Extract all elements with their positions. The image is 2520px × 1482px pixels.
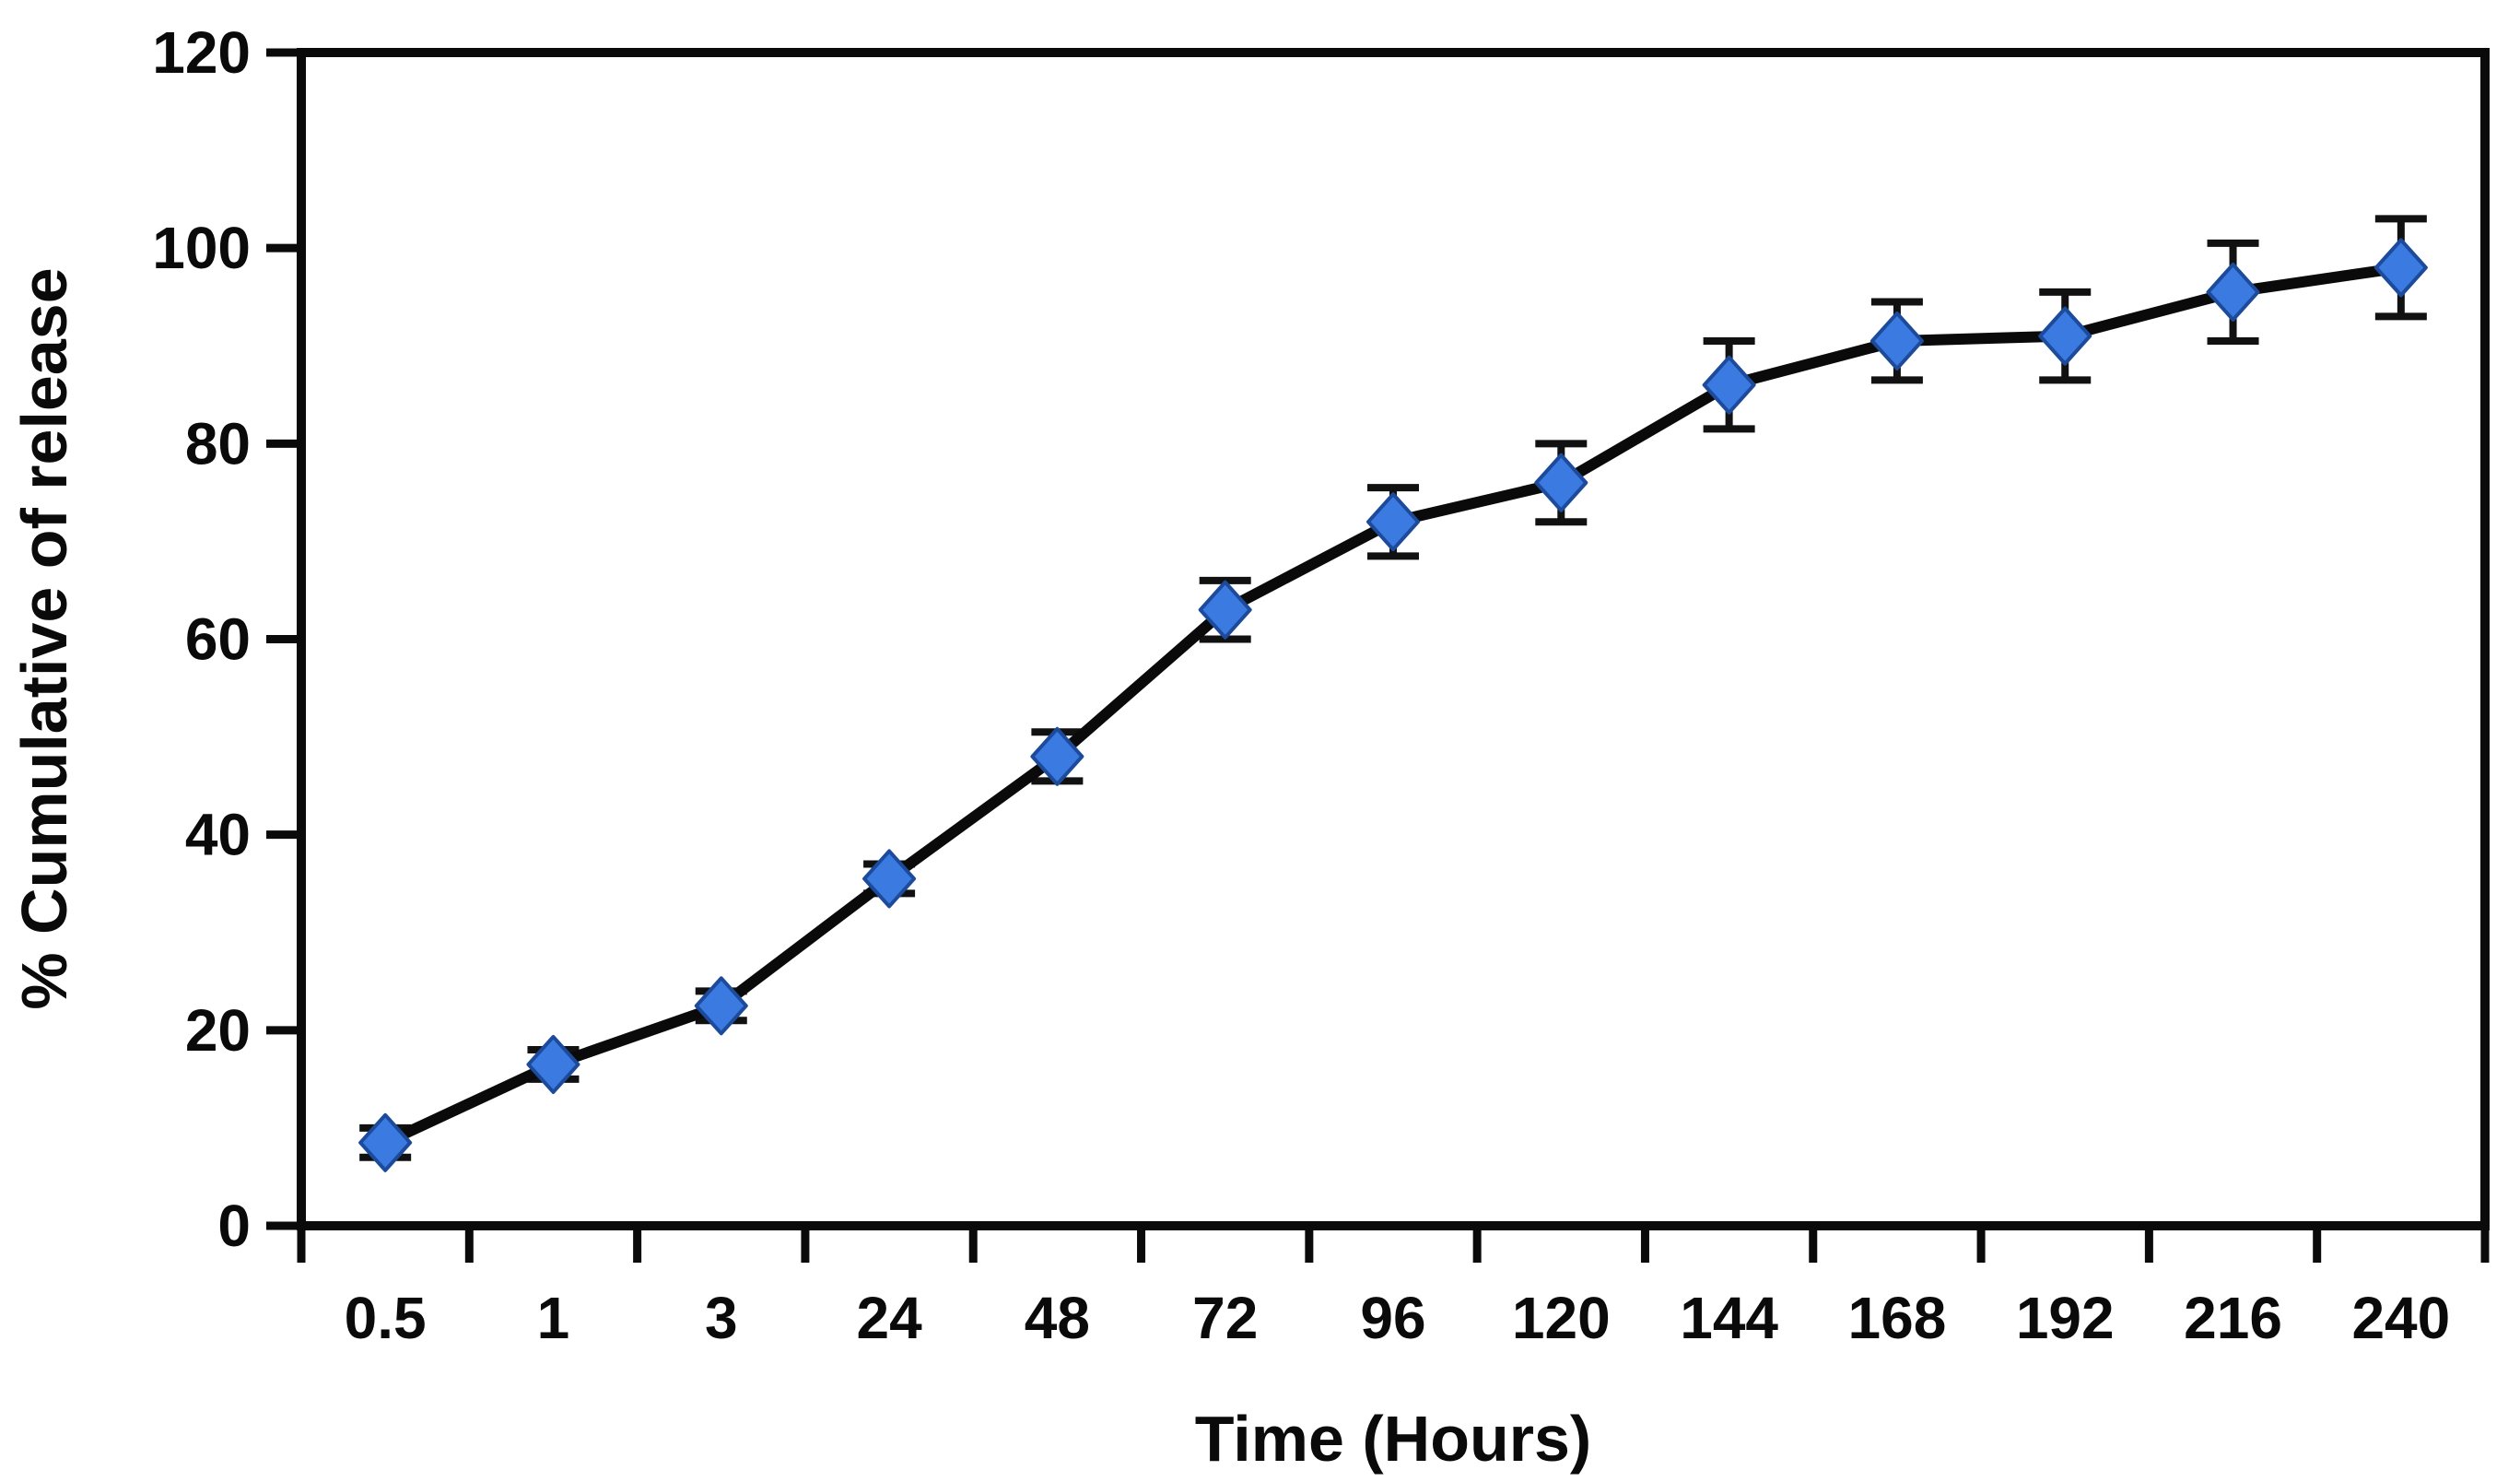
data-point-marker: [1198, 580, 1252, 640]
data-point-marker: [1534, 453, 1588, 512]
x-tick-label: 96: [1360, 1285, 1425, 1351]
data-point-marker: [2038, 306, 2092, 366]
y-tick-label: 120: [152, 19, 251, 86]
x-tick-label: 144: [1680, 1285, 1778, 1351]
y-tick-label: 0: [217, 1193, 251, 1259]
x-tick-label: 1: [537, 1285, 570, 1351]
x-tick-label: 72: [1192, 1285, 1258, 1351]
y-tick-label: 80: [185, 410, 251, 476]
x-tick-label: 168: [1848, 1285, 1947, 1351]
y-axis-title: % Cumulative of release: [8, 267, 80, 1009]
data-point-marker: [1702, 355, 1756, 415]
y-tick-label: 20: [185, 997, 251, 1064]
data-point-marker: [862, 849, 917, 909]
x-tick-label: 192: [2016, 1285, 2115, 1351]
y-tick-label: 40: [185, 802, 251, 868]
y-tick-label: 60: [185, 606, 251, 673]
x-tick-label: 120: [1512, 1285, 1611, 1351]
data-point-marker: [2373, 238, 2428, 298]
series-line: [380, 262, 2407, 1148]
x-tick-label: 48: [1025, 1285, 1090, 1351]
x-tick-label: 0.5: [345, 1285, 427, 1351]
data-point-marker: [694, 976, 748, 1036]
plot-frame: [297, 48, 2490, 1230]
x-tick-label: 24: [856, 1285, 922, 1351]
x-tick-label: 216: [2184, 1285, 2282, 1351]
plot-area: 0 20 40 60 80 100 120 0.5 1 3 24 48 72 96 120 144 168 192…: [152, 19, 2490, 1351]
data-point-marker: [358, 1112, 413, 1172]
data-point-marker: [1869, 311, 1924, 370]
data-point-marker: [2206, 262, 2260, 322]
x-tick-label: 240: [2351, 1285, 2450, 1351]
data-point-marker: [1030, 726, 1084, 786]
data-point-marker: [1366, 492, 1420, 552]
data-point-marker: [526, 1034, 580, 1094]
x-axis-title: Time (Hours): [1195, 1403, 1591, 1475]
x-tick-label: 3: [705, 1285, 738, 1351]
y-tick-label: 100: [152, 215, 251, 281]
